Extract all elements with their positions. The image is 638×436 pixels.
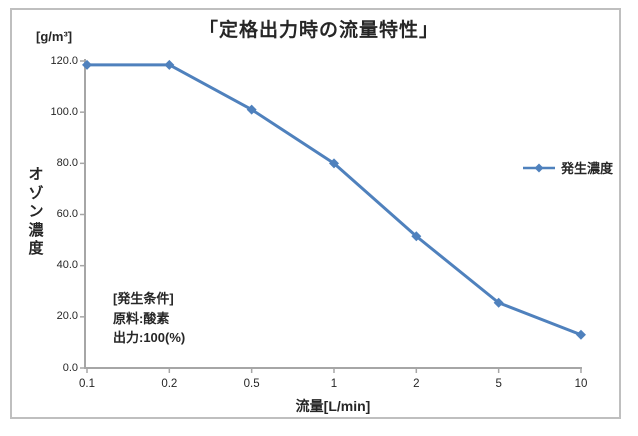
- series-marker: [82, 59, 92, 70]
- y-axis-title: オゾン濃度: [28, 166, 44, 257]
- annotation-line-1: [発生条件]: [113, 291, 174, 306]
- chart-title: 「定格出力時の流量特性」: [198, 20, 439, 41]
- y-tick-label: 40.0: [56, 259, 78, 272]
- legend: 発生濃度: [522, 158, 613, 177]
- x-tick-label: 1: [330, 378, 338, 390]
- series-marker: [493, 297, 504, 308]
- series-marker: [575, 329, 586, 340]
- y-tick-label: 60.0: [56, 208, 78, 220]
- series-marker: [328, 158, 339, 169]
- legend-series-marker-icon: [523, 163, 555, 172]
- y-tick-label: 0.0: [62, 361, 78, 374]
- y-tick-label: 100.0: [50, 105, 78, 118]
- annotation-line-3: 出力:100(%): [113, 330, 186, 345]
- y-tick-label: 80.0: [56, 156, 78, 169]
- chart-frame: [10, 8, 621, 419]
- y-tick-label: 120.0: [50, 54, 78, 67]
- x-tick-label: 0.2: [161, 378, 178, 390]
- x-tick-label: 5: [495, 378, 502, 390]
- generation-conditions-annotation: [発生条件] 原料:酸素 出力:100(%): [113, 289, 185, 348]
- legend-series-label: 発生濃度: [561, 161, 614, 176]
- series-marker: [164, 59, 175, 70]
- annotation-line-2: 原料:酸素: [113, 310, 170, 326]
- y-tick-label: 20.0: [56, 310, 78, 323]
- x-tick-label: 0.1: [79, 378, 95, 390]
- x-axis-title: 流量[L/min]: [295, 398, 371, 414]
- series-marker: [246, 104, 257, 115]
- x-tick-label: 2: [413, 378, 420, 390]
- x-tick-label: 10: [574, 378, 588, 390]
- y-axis-unit-label: [g/m³]: [36, 29, 73, 44]
- series-marker: [411, 231, 422, 242]
- x-tick-label: 0.5: [243, 378, 260, 390]
